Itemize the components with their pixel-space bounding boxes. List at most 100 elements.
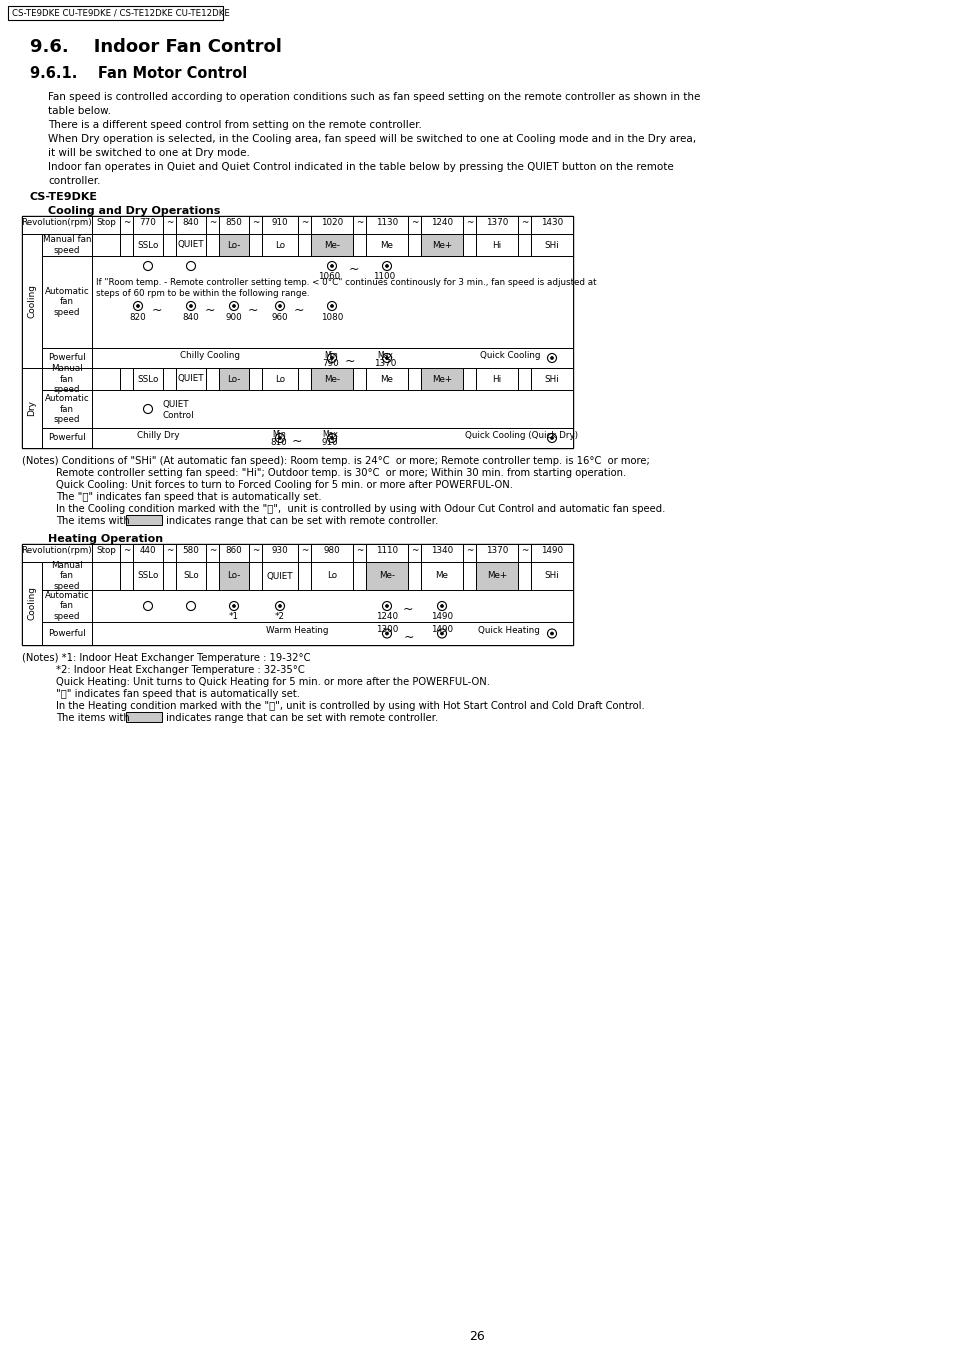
Text: 1370: 1370	[374, 359, 395, 367]
Bar	[420, 216, 462, 234]
Text: Remote controller setting fan speed: "Hi"; Outdoor temp. is 30°C  or more; Withi: Remote controller setting fan speed: "Hi…	[56, 467, 625, 478]
Circle shape	[331, 305, 333, 307]
Text: ~: ~	[166, 546, 173, 555]
Text: Lo-: Lo-	[227, 374, 240, 384]
Bar	[91, 216, 120, 234]
Text: indicates range that can be set with remote controller.: indicates range that can be set with rem…	[166, 516, 437, 526]
Bar	[120, 234, 132, 255]
Circle shape	[550, 436, 553, 439]
Bar	[311, 367, 353, 390]
Text: Chilly Dry: Chilly Dry	[137, 431, 179, 439]
Bar	[42, 590, 91, 621]
Bar	[42, 428, 91, 449]
Text: 1370: 1370	[485, 546, 508, 555]
Text: Lo: Lo	[274, 240, 285, 250]
Text: ~: ~	[248, 304, 258, 317]
Text: ~: ~	[123, 218, 130, 227]
Bar	[22, 544, 91, 562]
Bar	[517, 234, 531, 255]
Bar	[120, 562, 132, 590]
Bar	[163, 367, 175, 390]
Bar	[353, 544, 366, 562]
Text: ~: ~	[252, 218, 259, 227]
Text: 820: 820	[130, 313, 146, 322]
Text: 9.6.    Indoor Fan Control: 9.6. Indoor Fan Control	[30, 38, 281, 55]
Text: ~: ~	[205, 304, 215, 317]
Text: Lo: Lo	[274, 374, 285, 384]
Text: 580: 580	[182, 546, 199, 555]
Bar	[219, 544, 249, 562]
Bar	[22, 544, 573, 644]
Bar	[120, 216, 132, 234]
Bar	[91, 390, 573, 428]
Text: Warm Heating: Warm Heating	[266, 626, 328, 635]
Circle shape	[385, 265, 388, 267]
Text: 1110: 1110	[375, 546, 397, 555]
Text: 1370: 1370	[485, 218, 508, 227]
Bar	[163, 216, 175, 234]
Text: In the Cooling condition marked with the "Ⓢ",  unit is controlled by using with : In the Cooling condition marked with the…	[56, 504, 664, 513]
Text: Max: Max	[376, 351, 393, 359]
Bar	[175, 544, 206, 562]
Text: Cooling: Cooling	[28, 586, 36, 620]
Text: SSLo: SSLo	[137, 240, 158, 250]
Bar	[517, 544, 531, 562]
Bar	[462, 367, 476, 390]
Text: 790: 790	[322, 359, 339, 367]
Text: indicates range that can be set with remote controller.: indicates range that can be set with rem…	[166, 713, 437, 723]
Text: Powerful: Powerful	[49, 434, 86, 443]
Bar	[91, 255, 573, 349]
Bar	[22, 216, 91, 234]
Bar	[408, 544, 420, 562]
Text: 900: 900	[226, 313, 242, 322]
Text: table below.: table below.	[48, 105, 111, 116]
Text: Max: Max	[322, 430, 337, 439]
Text: Hi: Hi	[492, 374, 501, 384]
Text: SHi: SHi	[544, 374, 558, 384]
Bar	[22, 234, 42, 367]
Text: Me: Me	[436, 571, 448, 581]
Text: it will be switched to one at Dry mode.: it will be switched to one at Dry mode.	[48, 149, 250, 158]
Text: ~: ~	[411, 218, 417, 227]
Bar	[517, 216, 531, 234]
Bar	[206, 544, 219, 562]
Bar	[206, 562, 219, 590]
Bar	[91, 562, 120, 590]
Bar	[408, 216, 420, 234]
Text: 1490: 1490	[540, 546, 562, 555]
Bar	[353, 562, 366, 590]
Bar	[262, 544, 297, 562]
Bar	[366, 234, 408, 255]
Text: ~: ~	[300, 546, 308, 555]
Text: Stop: Stop	[96, 546, 116, 555]
Text: Min: Min	[324, 351, 337, 359]
Bar	[353, 367, 366, 390]
Bar	[476, 562, 517, 590]
Text: QUIET: QUIET	[267, 571, 293, 581]
Bar	[462, 234, 476, 255]
Text: Quick Heating: Quick Heating	[477, 626, 539, 635]
Bar	[22, 216, 573, 449]
Bar	[126, 515, 162, 526]
Text: *2: *2	[274, 612, 285, 621]
Bar	[120, 544, 132, 562]
Bar	[408, 234, 420, 255]
Bar	[420, 234, 462, 255]
Text: 1060: 1060	[317, 272, 340, 281]
Bar	[91, 367, 120, 390]
Bar	[22, 367, 42, 449]
Circle shape	[550, 357, 553, 359]
Circle shape	[278, 605, 281, 608]
Text: ~: ~	[292, 435, 302, 449]
Text: QUIET: QUIET	[177, 374, 204, 384]
Text: Cooling and Dry Operations: Cooling and Dry Operations	[48, 205, 220, 216]
Bar	[126, 712, 162, 721]
Text: Powerful: Powerful	[49, 630, 86, 638]
Text: Manual
fan
speed: Manual fan speed	[51, 561, 83, 590]
Text: *1: *1	[229, 612, 239, 621]
Circle shape	[331, 265, 333, 267]
Text: *2: Indoor Heat Exchanger Temperature : 32-35°C: *2: Indoor Heat Exchanger Temperature : …	[56, 665, 304, 676]
Text: ~: ~	[403, 631, 414, 643]
Text: ~: ~	[123, 546, 130, 555]
Text: ~: ~	[465, 546, 473, 555]
